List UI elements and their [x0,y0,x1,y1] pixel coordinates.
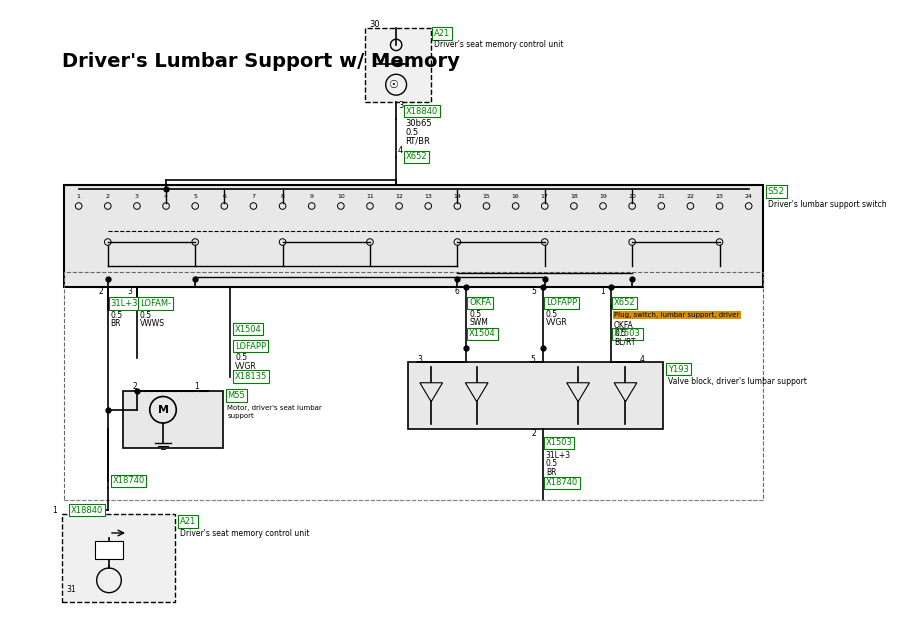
Text: BL/RT: BL/RT [614,338,635,347]
Text: RT/BR: RT/BR [406,136,430,145]
Text: 22: 22 [687,194,695,199]
Text: SWM: SWM [469,318,488,327]
Text: 11: 11 [366,194,373,199]
Text: 15: 15 [482,194,491,199]
Text: BR: BR [546,468,556,477]
Text: LOFAPP: LOFAPP [546,298,577,307]
Text: 0.5: 0.5 [546,309,558,319]
Text: 30b65: 30b65 [406,119,432,128]
Text: 31L+3: 31L+3 [111,299,138,308]
Text: 5: 5 [532,287,536,296]
Text: A21: A21 [180,517,196,526]
Text: 19: 19 [599,194,607,199]
Text: Y193: Y193 [668,365,689,374]
Text: 0.5: 0.5 [406,128,419,137]
Text: 2: 2 [98,287,104,296]
Text: X652: X652 [614,298,635,307]
Text: BR: BR [111,319,122,328]
Text: OKFA: OKFA [469,298,491,307]
Text: 4: 4 [164,194,168,199]
Text: Plug, switch, lumbar support, driver: Plug, switch, lumbar support, driver [614,312,740,318]
Text: 1: 1 [52,506,57,515]
Text: 17: 17 [541,194,549,199]
Text: Driver's Lumbar Support w/ Memory: Driver's Lumbar Support w/ Memory [61,52,460,71]
Text: 1: 1 [194,382,199,391]
Text: 20: 20 [628,194,636,199]
Text: 0.5: 0.5 [614,329,626,338]
Text: 4: 4 [398,146,403,154]
Text: 4: 4 [640,355,644,364]
Text: 7: 7 [251,194,256,199]
Text: Motor, driver's seat lumbar: Motor, driver's seat lumbar [228,405,322,411]
Text: LOFAM-: LOFAM- [140,299,171,308]
FancyBboxPatch shape [61,514,176,602]
Text: A21: A21 [434,29,450,38]
FancyBboxPatch shape [364,28,431,102]
Text: 16: 16 [512,194,519,199]
Text: 6: 6 [454,287,460,296]
Text: 10: 10 [337,194,345,199]
Text: 2: 2 [106,194,110,199]
Text: 9: 9 [310,194,314,199]
Text: 24: 24 [744,194,752,199]
Text: X18840: X18840 [406,106,438,116]
Text: OKFA: OKFA [614,321,634,330]
Bar [123,391,222,448]
Text: 18: 18 [570,194,578,199]
Text: X18840: X18840 [71,506,104,515]
Bar [65,185,763,287]
Text: 3: 3 [417,355,422,364]
Text: 3: 3 [135,194,139,199]
Text: M55: M55 [228,391,245,400]
Bar [408,362,663,429]
Text: 0.5: 0.5 [111,311,122,319]
Text: Valve block, driver's lumbar support: Valve block, driver's lumbar support [668,377,807,386]
Text: 5: 5 [531,355,536,364]
Bar [94,542,123,559]
Text: X652: X652 [406,152,428,161]
Text: Driver's lumbar support switch: Driver's lumbar support switch [768,200,886,209]
Text: 2: 2 [132,382,138,391]
Text: 0.5: 0.5 [235,353,248,362]
Text: 1: 1 [76,194,81,199]
Text: 12: 12 [395,194,403,199]
Text: X18740: X18740 [546,478,578,487]
Text: X1503: X1503 [546,438,572,447]
Text: X1503: X1503 [614,329,641,338]
Text: 31L+3: 31L+3 [546,450,571,460]
Text: 8: 8 [281,194,284,199]
Text: X1504: X1504 [235,324,262,334]
Text: VWWS: VWWS [140,319,165,328]
Text: X18135: X18135 [235,372,267,381]
Text: M: M [158,404,168,415]
Text: 21: 21 [657,194,665,199]
Text: 5: 5 [194,194,197,199]
Text: support: support [228,413,254,420]
Text: 23: 23 [716,194,724,199]
Text: 14: 14 [454,194,462,199]
Text: 6: 6 [222,194,226,199]
Text: LOFAPP: LOFAPP [235,341,266,351]
Text: Driver's seat memory control unit: Driver's seat memory control unit [434,40,563,49]
Text: ☉: ☉ [388,80,399,89]
Text: X1504: X1504 [469,329,496,338]
Text: Driver's seat memory control unit: Driver's seat memory control unit [180,529,310,539]
Text: VVGR: VVGR [546,318,568,327]
Text: 3: 3 [127,287,132,296]
Text: VVGR: VVGR [235,362,256,370]
Text: 3: 3 [398,101,403,110]
Text: 1: 1 [600,287,605,296]
Text: 0.5: 0.5 [546,459,558,468]
Text: 0.5: 0.5 [140,311,152,319]
Text: 13: 13 [424,194,432,199]
Text: X18740: X18740 [112,476,145,485]
Text: 2: 2 [532,429,536,438]
Text: 30: 30 [370,20,380,28]
Text: 0.5: 0.5 [469,309,482,319]
Text: S52: S52 [768,187,785,197]
Text: 31: 31 [67,585,76,594]
